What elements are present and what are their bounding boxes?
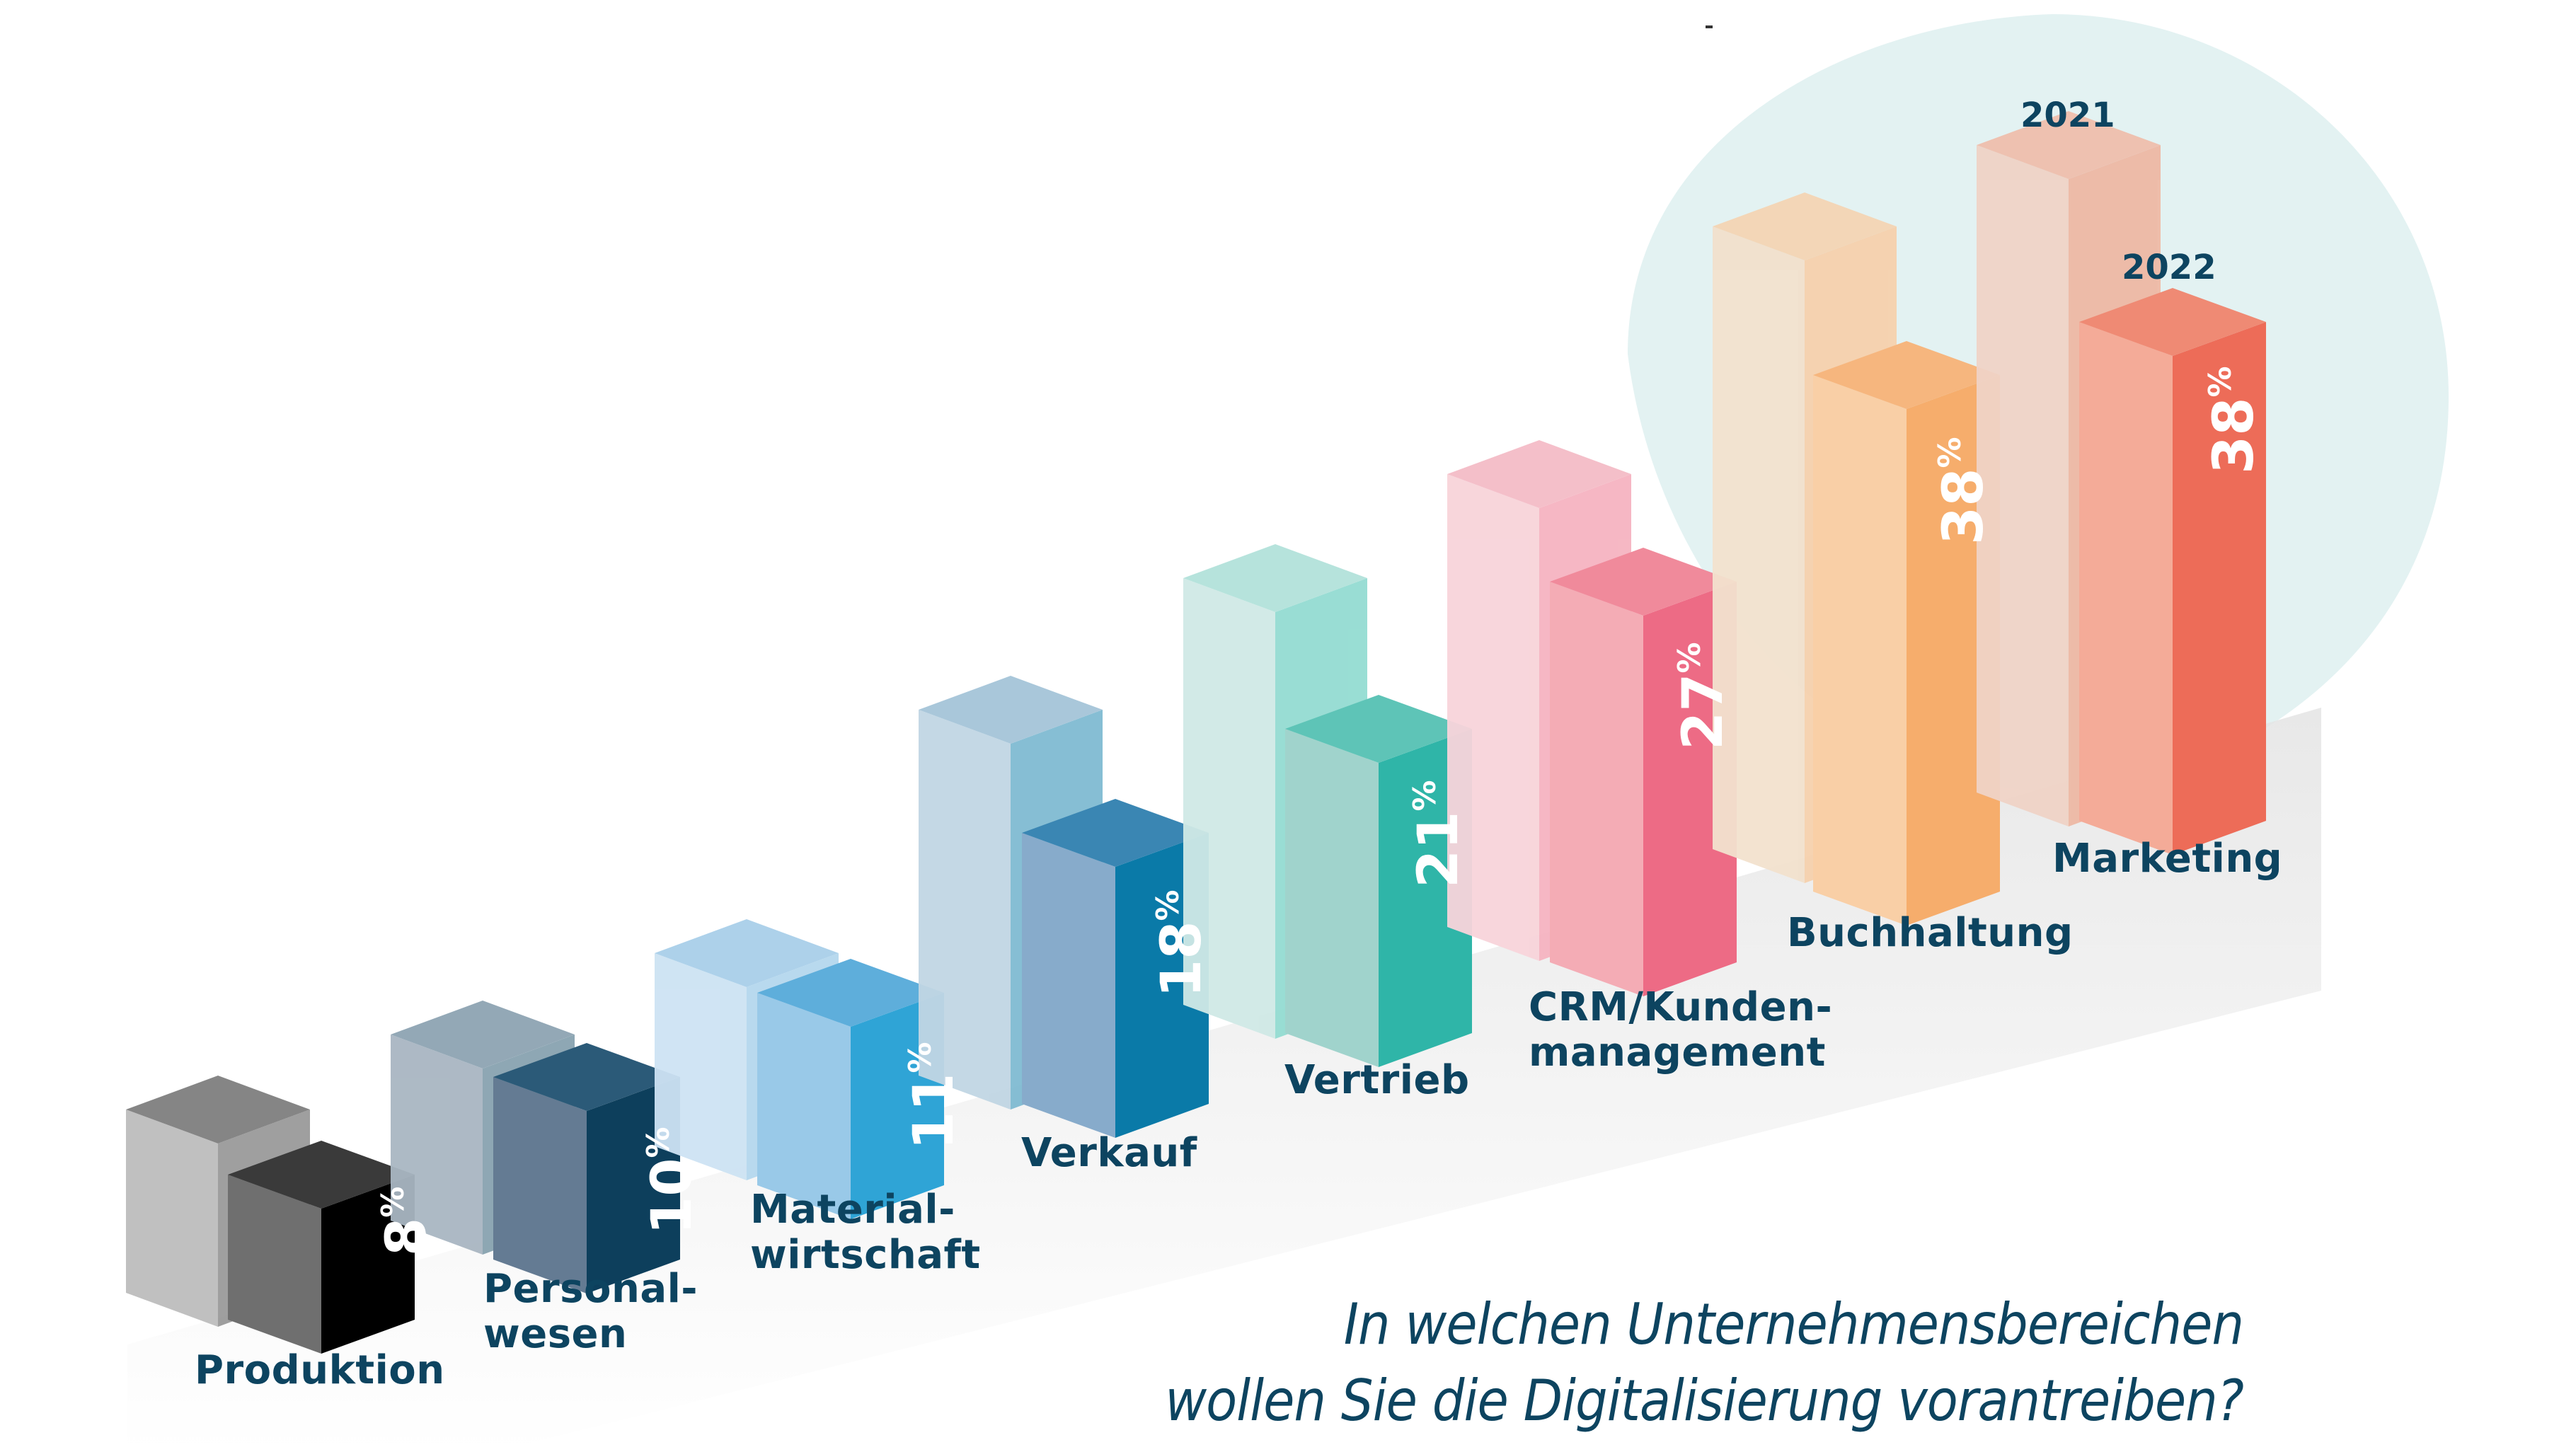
bar-front-face <box>655 953 747 1180</box>
bar-front-face <box>1022 833 1115 1138</box>
category-label-buchhaltung: Buchhaltung <box>1787 910 2074 956</box>
bar-top-face <box>757 959 944 1027</box>
bar-front-face <box>757 993 851 1219</box>
bar-front-face <box>1550 582 1643 996</box>
category-label-materialwirtschaft: Material- wirtschaft <box>750 1187 981 1278</box>
question-line-2: wollen Sie die Digitalisierung vorantrei… <box>1165 1368 2244 1434</box>
bar-top-face <box>919 676 1103 744</box>
bar-front-face <box>126 1110 218 1327</box>
bar-top-face <box>1550 548 1737 616</box>
bar-top-face <box>1285 695 1472 763</box>
bar-front-face <box>1813 375 1907 926</box>
bar-top-face <box>1713 192 1897 260</box>
value-label-marketing: 38% <box>2202 366 2266 474</box>
chart-question: In welchen Unternehmensbereichen wollen … <box>1165 1286 2244 1439</box>
bar-front-face <box>2079 322 2173 855</box>
bar-top-face <box>1183 544 1367 612</box>
value-label-crm: 27% <box>1672 642 1735 750</box>
category-label-marketing: Marketing <box>2052 836 2283 882</box>
bar-2022-7 <box>2079 288 2266 855</box>
value-label-verkauf: 18% <box>1150 889 1214 998</box>
category-label-personalwesen: Personal- wesen <box>483 1266 698 1357</box>
category-label-verkauf: Verkauf <box>1021 1130 1197 1176</box>
bar-top-face <box>1813 341 2000 409</box>
bar-front-face <box>1713 226 1805 883</box>
bar-top-face <box>1022 799 1209 867</box>
category-label-produktion: Produktion <box>195 1347 445 1393</box>
bar-front-face <box>1183 578 1275 1039</box>
bar-top-face <box>2079 288 2266 356</box>
bar-top-face <box>655 919 839 987</box>
bar-front-face <box>228 1175 321 1354</box>
value-label-vertrieb: 21% <box>1407 780 1471 888</box>
bar-2022-5 <box>1550 548 1737 996</box>
bar-front-face <box>391 1035 483 1255</box>
bar-front-face <box>1977 145 2069 826</box>
value-label-produktion: 8% <box>375 1186 439 1256</box>
floor <box>127 708 2321 1452</box>
bar-top-face <box>228 1141 415 1209</box>
bar-front-face <box>493 1077 587 1293</box>
legend-2021-label: 2021 <box>2020 96 2115 135</box>
value-label-materialwirtschaft: 11% <box>902 1042 966 1150</box>
bar-front-face <box>919 710 1011 1110</box>
bar-top-face <box>493 1043 680 1111</box>
question-line-1: In welchen Unternehmensbereichen <box>1343 1291 2244 1357</box>
value-label-buchhaltung: 38% <box>1932 437 1996 545</box>
bar-front-face <box>1285 729 1379 1067</box>
bar-top-face <box>1977 111 2161 179</box>
bar-side-face <box>2173 322 2266 855</box>
bar-front-face <box>1447 474 1539 961</box>
bar-2022-4 <box>1285 695 1472 1067</box>
category-label-crm: CRM/Kunden- management <box>1529 984 1833 1076</box>
category-label-vertrieb: Vertrieb <box>1284 1057 1470 1103</box>
bar-top-face <box>1447 440 1631 508</box>
bar-2022-6 <box>1813 341 2000 926</box>
top-mark <box>1706 25 1713 28</box>
bar-top-face <box>391 1001 575 1068</box>
bar-top-face <box>126 1076 310 1143</box>
legend-2022-label: 2022 <box>2122 248 2216 287</box>
value-label-personalwesen: 10% <box>640 1127 704 1235</box>
